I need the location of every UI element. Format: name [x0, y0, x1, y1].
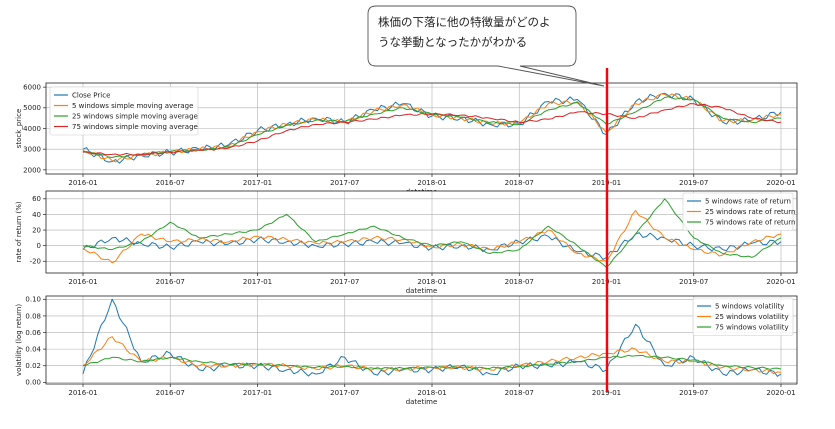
y-tick-label: 0.02: [25, 362, 41, 370]
panel-2: -20 0 20 40 60 2016-01 2016-07 2017-01 2017-07 20…: [15, 190, 798, 295]
annotation-line-2: うな挙動となったかがわかる: [378, 35, 527, 49]
x-tick-label: 2020-01: [766, 179, 795, 187]
panel-1: 2000 3000 4000 5000 6000 2016-01 2016-07 2017-0…: [15, 82, 798, 196]
x-tick-label: 2020-01: [766, 389, 795, 397]
series-line-green: [82, 198, 782, 268]
y-tick-label: 0.10: [25, 296, 41, 304]
x-tick-label: 2016-01: [68, 179, 97, 187]
y-axis-label: stock_price: [15, 109, 23, 149]
x-axis-label: datetime: [406, 398, 438, 406]
axes-frame: [45, 295, 798, 385]
legend-label: 75 windows volatility: [715, 324, 789, 332]
y-tick-label: 2000: [23, 166, 41, 174]
y-axis-label: rate of return (%): [15, 201, 23, 262]
y-tick-label: -20: [30, 258, 41, 266]
y-tick-label: 4000: [23, 125, 41, 133]
y-tick-label: 3000: [23, 146, 41, 154]
legend-label: 5 windows simple moving average: [72, 102, 193, 110]
x-axis-label: datetime: [406, 287, 438, 295]
y-tick-label: 60: [32, 195, 41, 203]
legend-label: Close Price: [72, 92, 110, 100]
y-tick-label: 40: [32, 211, 41, 219]
y-axis-label: volatility (log return): [15, 304, 23, 376]
legend-label: 5 windows rate of return: [705, 198, 791, 206]
x-tick-label: 2016-01: [68, 389, 97, 397]
y-tick-label: 0: [37, 242, 41, 250]
legend-label: 25 windows volatility: [715, 313, 789, 321]
legend-box: [692, 297, 794, 336]
legend-box: [49, 86, 199, 136]
callout-bubble: [367, 5, 605, 87]
x-tick-label: 2019-07: [679, 389, 708, 397]
axes-frame: [45, 190, 798, 274]
plot-area: [46, 191, 797, 273]
legend-box: [682, 192, 794, 231]
x-tick-label: 2017-01: [243, 278, 272, 286]
series-line-red: [82, 103, 782, 156]
series-line-green: [82, 354, 782, 370]
x-tick-label: 2016-07: [156, 179, 185, 187]
x-tick-label: 2018-07: [505, 389, 534, 397]
y-tick-label: 0.06: [25, 329, 41, 337]
x-tick-label: 2017-01: [243, 179, 272, 187]
x-tick-label: 2016-07: [156, 278, 185, 286]
x-tick-label: 2020-01: [766, 278, 795, 286]
x-tick-label: 2019-07: [679, 278, 708, 286]
annotation-callout: 株価の下落に他の特徴量がどのよ うな挙動となったかがわかる: [367, 5, 605, 87]
y-tick-label: 5000: [23, 104, 41, 112]
y-tick-label: 0.00: [25, 379, 41, 387]
legend-label: 75 windows simple moving average: [72, 123, 198, 131]
legend-label: 5 windows volatility: [715, 303, 784, 311]
legend-label: 25 windows simple moving average: [72, 113, 198, 121]
series-line-orange: [82, 210, 782, 264]
series-line-orange: [82, 93, 782, 163]
y-tick-label: 0.08: [25, 312, 41, 320]
x-tick-label: 2018-01: [417, 179, 446, 187]
y-tick-label: 6000: [23, 84, 41, 92]
x-tick-label: 2017-07: [330, 278, 359, 286]
axes-frame: [45, 82, 798, 175]
plot-area: [46, 296, 797, 384]
x-tick-label: 2018-07: [505, 179, 534, 187]
x-tick-label: 2017-01: [243, 389, 272, 397]
x-tick-label: 2016-01: [68, 278, 97, 286]
x-tick-label: 2019-07: [679, 179, 708, 187]
x-tick-label: 2017-07: [330, 389, 359, 397]
x-tick-label: 2017-07: [330, 179, 359, 187]
x-tick-label: 2016-07: [156, 389, 185, 397]
x-tick-label: 2019-01: [592, 389, 621, 397]
x-tick-label: 2018-01: [417, 278, 446, 286]
y-tick-label: 0.04: [25, 346, 41, 354]
x-tick-label: 2018-01: [417, 389, 446, 397]
y-tick-label: 20: [32, 226, 41, 234]
annotation-line-1: 株価の下落に他の特徴量がどのよ: [378, 15, 551, 29]
x-tick-label: 2018-07: [505, 278, 534, 286]
series-line-blue: [82, 298, 782, 377]
legend-label: 75 windows rate of return: [705, 219, 795, 227]
legend-label: 25 windows rate of return: [705, 208, 795, 216]
panel-3: 0.00 0.02 0.04 0.06 0.08 0.10 2016-01 2016-07 20…: [15, 295, 798, 406]
